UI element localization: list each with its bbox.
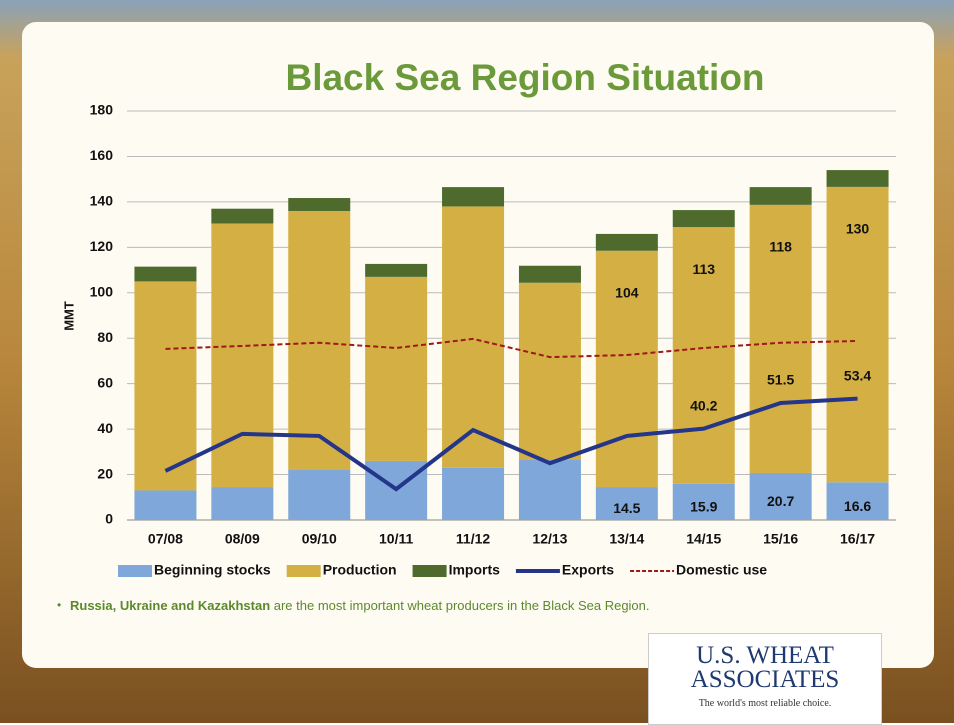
y-tick-label: 40 — [97, 420, 113, 436]
bar-segment — [672, 227, 735, 484]
bullet-marker: • — [57, 598, 62, 612]
bar-segment — [288, 198, 351, 211]
legend-swatch — [412, 565, 447, 577]
bar-segment — [442, 187, 505, 207]
line — [165, 337, 858, 359]
bar-segment — [211, 208, 274, 224]
y-tick-label: 100 — [90, 283, 114, 299]
logo-tagline: The world's most reliable choice. — [698, 698, 832, 709]
y-tick-label: 140 — [90, 193, 114, 209]
bar-segment — [288, 470, 351, 520]
bar-segment — [749, 204, 812, 473]
x-tick-label: 12/13 — [532, 531, 567, 547]
legend-label: Imports — [449, 562, 501, 578]
bar-segment — [211, 223, 274, 488]
logo-line: ASSOCIATES — [690, 666, 840, 693]
bar-segment — [595, 233, 658, 251]
data-label: 15.9 — [690, 499, 717, 515]
bar-segment — [518, 460, 581, 520]
data-label: 53.4 — [844, 367, 871, 383]
data-label: 118 — [769, 239, 792, 255]
logo-line: U.S. WHEAT — [696, 642, 834, 669]
data-label: 14.5 — [613, 500, 640, 516]
data-label: 104 — [615, 284, 639, 300]
legend-swatch — [118, 565, 152, 577]
x-tick-label: 10/11 — [379, 531, 413, 547]
x-tick-label: 13/14 — [609, 531, 644, 547]
bar-segment — [672, 210, 735, 228]
x-tick-label: 11/12 — [456, 531, 490, 547]
bar-segment — [518, 265, 581, 283]
bullet-bold: Russia, Ukraine and Kazakhstan — [70, 598, 271, 613]
y-tick-label: 180 — [90, 102, 114, 118]
bar-segment — [211, 487, 274, 520]
y-tick-label: 20 — [97, 465, 113, 481]
bar-segment — [442, 467, 505, 520]
x-tick-label: 14/15 — [686, 531, 721, 547]
line — [164, 396, 858, 492]
bar-segment — [595, 250, 658, 488]
legend-label: Domestic use — [676, 562, 767, 578]
y-tick-label: 160 — [90, 147, 114, 163]
chart-title: Black Sea Region Situation — [285, 57, 764, 98]
y-tick-label: 120 — [90, 238, 114, 254]
bar-segment — [672, 483, 735, 520]
legend-label: Beginning stocks — [154, 562, 271, 578]
x-tick-label: 09/10 — [302, 531, 337, 547]
bullet-text: Russia, Ukraine and Kazakhstan are the m… — [70, 598, 750, 613]
bar-segment — [749, 187, 812, 205]
logo: U.S. WHEAT ASSOCIATES The world's most r… — [648, 633, 882, 725]
bar-segment — [826, 186, 889, 483]
y-tick-label: 80 — [97, 329, 113, 345]
y-tick-label: 0 — [105, 511, 113, 527]
bar-segment — [826, 482, 889, 520]
x-tick-label: 16/17 — [840, 531, 875, 547]
bar-segment — [365, 276, 428, 461]
bullet-rest: are the most important wheat producers i… — [270, 598, 650, 613]
bar-segment — [595, 487, 658, 520]
legend-swatch — [286, 565, 321, 577]
bar-segment — [749, 472, 812, 520]
data-label: 40.2 — [690, 397, 717, 413]
bar-segment — [826, 170, 889, 187]
bar-segment — [442, 206, 505, 468]
bar-segment — [365, 263, 428, 277]
y-axis-label: MMT — [61, 301, 76, 331]
x-tick-label: 15/16 — [763, 531, 798, 547]
data-label: 20.7 — [767, 493, 794, 509]
legend-label: Production — [323, 562, 397, 578]
y-tick-label: 60 — [97, 374, 113, 390]
data-label: 51.5 — [767, 372, 794, 388]
data-label: 113 — [692, 261, 715, 277]
data-label: 16.6 — [844, 498, 871, 514]
x-tick-label: 08/09 — [225, 531, 260, 547]
data-label: 130 — [846, 221, 870, 237]
bar-segment — [288, 210, 351, 471]
bar-segment — [134, 281, 197, 491]
legend-label: Exports — [562, 562, 614, 578]
bar-segment — [134, 266, 197, 282]
bar-segment — [134, 490, 197, 520]
x-tick-label: 07/08 — [148, 531, 183, 547]
bar-segment — [518, 282, 581, 461]
